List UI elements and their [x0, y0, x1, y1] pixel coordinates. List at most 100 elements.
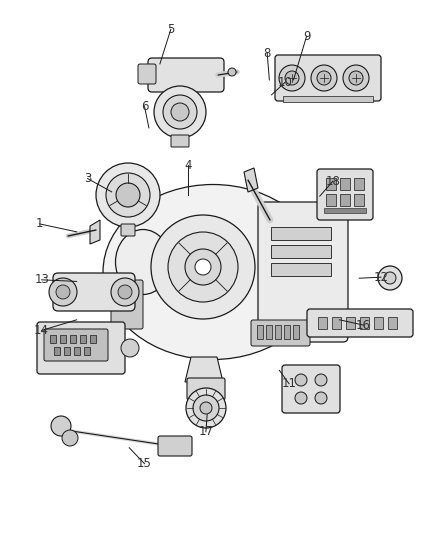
Bar: [80, 335, 86, 343]
Bar: [271, 263, 331, 276]
Circle shape: [285, 71, 299, 85]
Bar: [374, 317, 383, 329]
Text: 10: 10: [277, 76, 292, 89]
Text: 16: 16: [356, 319, 371, 332]
Circle shape: [228, 68, 236, 76]
FancyBboxPatch shape: [158, 436, 192, 456]
Text: 13: 13: [34, 273, 49, 286]
Bar: [340, 178, 350, 190]
Circle shape: [295, 392, 307, 404]
Circle shape: [116, 183, 140, 207]
Bar: [326, 178, 336, 190]
Polygon shape: [244, 168, 258, 192]
FancyBboxPatch shape: [148, 58, 224, 92]
FancyBboxPatch shape: [44, 329, 108, 361]
Circle shape: [378, 266, 402, 290]
Text: 4: 4: [184, 159, 192, 172]
Bar: [90, 335, 96, 343]
FancyBboxPatch shape: [258, 202, 348, 342]
Polygon shape: [90, 220, 100, 244]
Circle shape: [168, 232, 238, 302]
Bar: [266, 325, 272, 339]
Bar: [50, 335, 56, 343]
Circle shape: [315, 392, 327, 404]
Circle shape: [106, 173, 150, 217]
Circle shape: [163, 95, 197, 129]
Bar: [332, 317, 341, 329]
FancyBboxPatch shape: [171, 135, 189, 147]
Bar: [284, 325, 290, 339]
Circle shape: [279, 65, 305, 91]
Bar: [354, 178, 364, 190]
Text: 8: 8: [264, 47, 271, 60]
Text: 14: 14: [34, 324, 49, 337]
Bar: [318, 317, 327, 329]
Circle shape: [62, 430, 78, 446]
Circle shape: [343, 65, 369, 91]
Bar: [275, 325, 281, 339]
Circle shape: [311, 65, 337, 91]
Bar: [293, 325, 299, 339]
FancyBboxPatch shape: [307, 309, 413, 337]
Bar: [70, 335, 76, 343]
FancyBboxPatch shape: [187, 378, 225, 400]
Text: 11: 11: [282, 377, 297, 390]
Circle shape: [171, 103, 189, 121]
Text: 1: 1: [35, 217, 43, 230]
Text: 17: 17: [198, 425, 213, 438]
Bar: [283, 96, 373, 102]
Circle shape: [96, 163, 160, 227]
Circle shape: [315, 374, 327, 386]
FancyBboxPatch shape: [111, 280, 143, 329]
Circle shape: [154, 86, 206, 138]
Text: 3: 3: [84, 172, 91, 185]
Circle shape: [111, 278, 139, 306]
Circle shape: [200, 402, 212, 414]
Bar: [271, 245, 331, 258]
Bar: [74, 347, 80, 355]
FancyBboxPatch shape: [138, 64, 156, 84]
Circle shape: [186, 388, 226, 428]
Bar: [257, 325, 263, 339]
Circle shape: [185, 249, 221, 285]
Circle shape: [49, 278, 77, 306]
Bar: [360, 317, 369, 329]
Ellipse shape: [103, 184, 323, 359]
Text: 6: 6: [141, 100, 148, 113]
Circle shape: [384, 272, 396, 284]
Circle shape: [151, 215, 255, 319]
Bar: [340, 194, 350, 206]
Bar: [324, 208, 366, 213]
Circle shape: [56, 285, 70, 299]
Text: 15: 15: [137, 457, 152, 470]
Bar: [354, 194, 364, 206]
FancyBboxPatch shape: [275, 55, 381, 101]
Circle shape: [121, 339, 139, 357]
Bar: [346, 317, 355, 329]
Polygon shape: [185, 357, 223, 382]
FancyBboxPatch shape: [282, 365, 340, 413]
Circle shape: [51, 416, 71, 436]
Text: 5: 5: [167, 23, 174, 36]
Bar: [64, 347, 70, 355]
Bar: [271, 227, 331, 240]
FancyBboxPatch shape: [53, 273, 135, 311]
Bar: [54, 347, 60, 355]
Circle shape: [349, 71, 363, 85]
Circle shape: [295, 374, 307, 386]
Bar: [60, 335, 66, 343]
Bar: [84, 347, 90, 355]
Circle shape: [193, 395, 219, 421]
Bar: [326, 194, 336, 206]
Circle shape: [195, 259, 211, 275]
Text: 18: 18: [325, 175, 340, 188]
Text: 9: 9: [303, 30, 311, 43]
FancyBboxPatch shape: [37, 322, 125, 374]
Ellipse shape: [116, 230, 170, 295]
Circle shape: [118, 285, 132, 299]
FancyBboxPatch shape: [317, 169, 373, 220]
Circle shape: [317, 71, 331, 85]
FancyBboxPatch shape: [251, 320, 310, 346]
FancyBboxPatch shape: [121, 224, 135, 236]
Text: 12: 12: [374, 271, 389, 284]
